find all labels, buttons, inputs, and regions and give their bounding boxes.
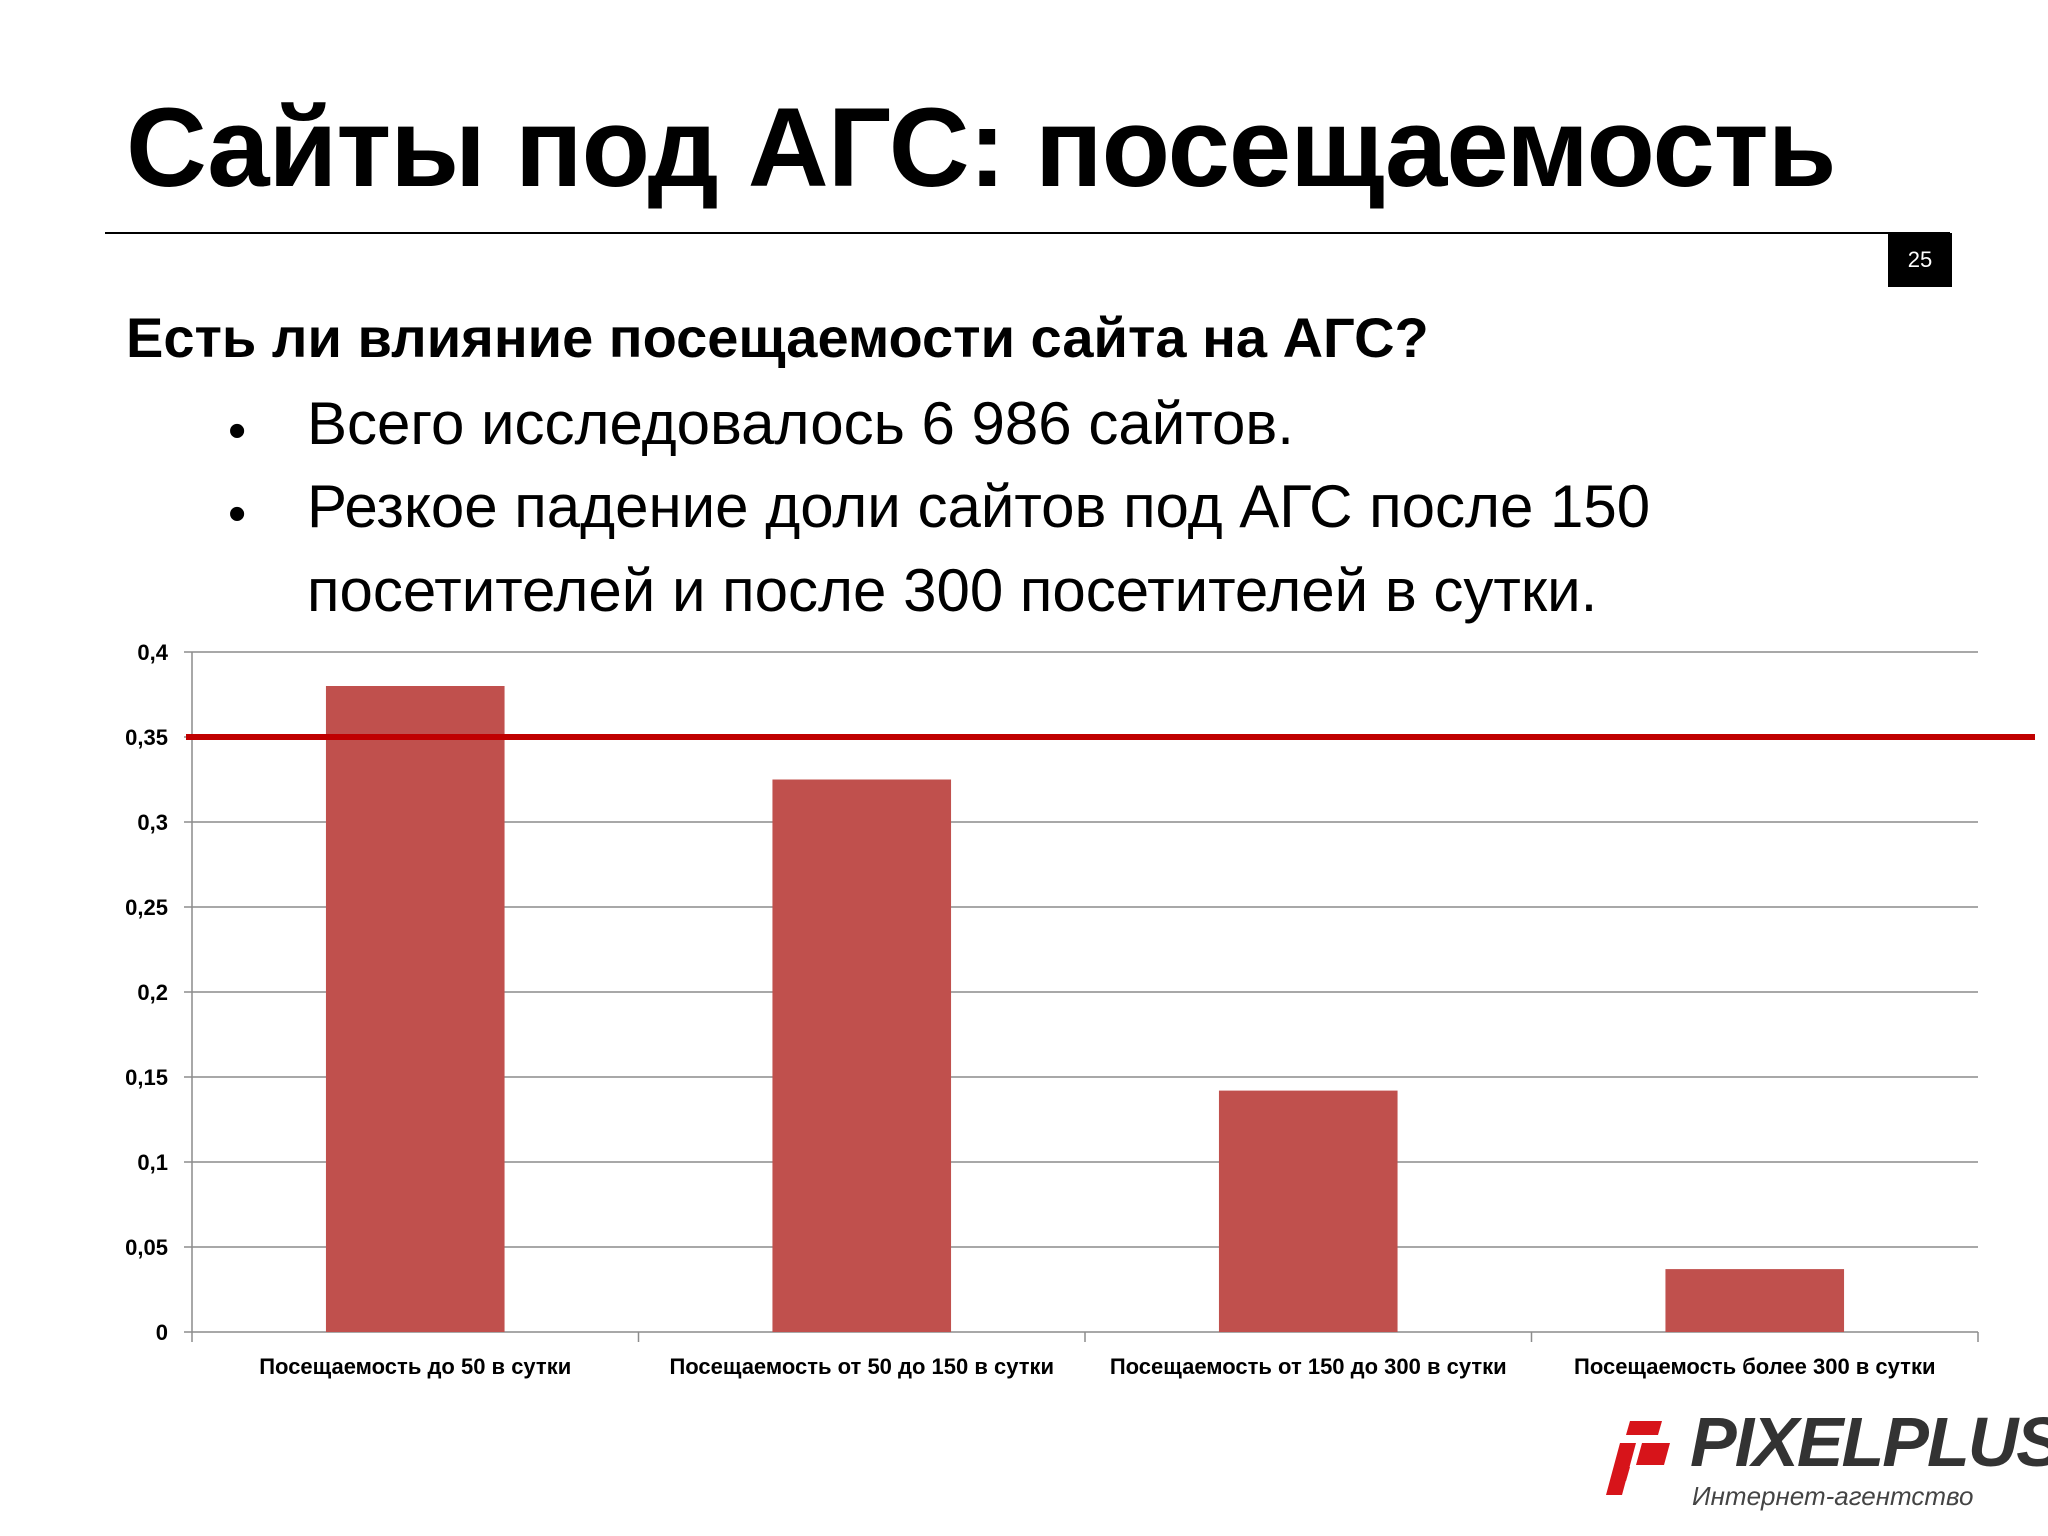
bullet-marker: •: [228, 485, 247, 543]
y-tick-label: 0,15: [125, 1065, 168, 1090]
y-tick-label: 0,25: [125, 895, 168, 920]
y-tick-label: 0,4: [137, 640, 168, 665]
x-category-label: Посещаемость более 300 в сутки: [1574, 1354, 1935, 1379]
logo-subtitle: Интернет-агентство: [1692, 1481, 1974, 1511]
logo-block: [1626, 1421, 1662, 1435]
company-logo: PIXELPLUS Интернет-агентство: [1600, 1405, 2048, 1515]
logo-block: [1636, 1443, 1670, 1465]
bar-chart: 0 0,05 0,1 0,15 0,2 0,25 0,3 0,35 0,4 Посещаемост…: [125, 640, 2035, 1379]
x-category-label: Посещаемость от 150 до 300 в сутки: [1110, 1354, 1507, 1379]
y-tick-label: 0,3: [137, 810, 168, 835]
y-tick-label: 0: [156, 1320, 168, 1345]
y-tick-label: 0,1: [137, 1150, 168, 1175]
y-tick-label: 0,35: [125, 725, 168, 750]
bar: [325, 686, 505, 1332]
y-tick-label: 0,2: [137, 980, 168, 1005]
logo-name: PIXELPLUS: [1690, 1403, 2048, 1481]
x-category-label: Посещаемость от 50 до 150 в сутки: [669, 1354, 1054, 1379]
bar: [1218, 1090, 1398, 1332]
title-divider: [105, 232, 1950, 234]
bullet-marker: •: [228, 402, 247, 460]
bar: [772, 779, 952, 1332]
pixelplus-logo-icon: [1606, 1421, 1670, 1495]
bar: [1665, 1269, 1845, 1332]
y-tick-label: 0,05: [125, 1235, 168, 1260]
bullet-item-continued: посетителей и после 300 посетителей в су…: [307, 557, 1598, 624]
slide-title: Сайты под АГС: посещаемость: [126, 85, 1836, 210]
logo-block: [1610, 1467, 1630, 1481]
slide-question: Есть ли влияние посещаемости сайта на АГ…: [126, 306, 1429, 369]
bullet-item: Всего исследовалось 6 986 сайтов.: [307, 390, 1294, 457]
x-category-label: Посещаемость до 50 в сутки: [259, 1354, 571, 1379]
bullet-item: Резкое падение доли сайтов под АГС после…: [307, 473, 1651, 540]
page-number-badge: 25: [1888, 233, 1952, 287]
